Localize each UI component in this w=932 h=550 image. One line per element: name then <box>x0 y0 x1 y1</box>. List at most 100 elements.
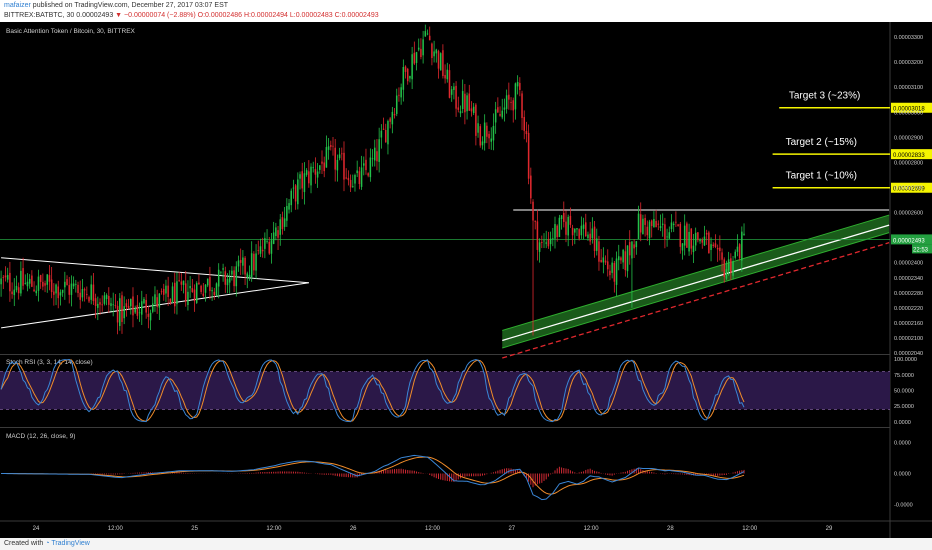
candle-body <box>356 170 358 174</box>
candle-body <box>466 95 468 112</box>
candle-body <box>103 295 106 304</box>
candle-body <box>527 132 530 179</box>
candle-body <box>404 66 407 72</box>
candle-body <box>237 260 240 267</box>
macd-line <box>1 454 745 501</box>
time-tick-label: 12:00 <box>584 526 600 532</box>
candle-body <box>171 286 174 303</box>
rsi-d-line <box>0 359 745 422</box>
candle-body <box>716 247 719 250</box>
candle-body <box>305 170 308 175</box>
candle-body <box>519 82 521 90</box>
price-change-value: −0.00000074 (−2.88%) <box>124 12 196 19</box>
candle-body <box>622 249 624 263</box>
candle-body <box>127 305 130 309</box>
candle-body <box>521 93 523 118</box>
candle-body <box>314 169 317 175</box>
author-link[interactable]: mafaizer <box>4 2 31 9</box>
candle-body <box>486 125 488 137</box>
candle-body <box>228 277 231 283</box>
publish-info: published on TradingView.com, December 2… <box>32 2 229 9</box>
candle-body <box>250 253 253 278</box>
candle-body <box>532 201 534 221</box>
candle-body <box>37 276 40 291</box>
candle-body <box>481 141 484 146</box>
target-price-label: 0.00003018 <box>893 107 925 113</box>
main-pane-title: Basic Attention Token / Bitcoin, 30, BIT… <box>6 28 136 35</box>
candle-body <box>178 280 180 282</box>
candle-body <box>191 288 194 293</box>
tradingview-link[interactable]: TradingView <box>51 540 90 547</box>
candle-body <box>606 261 609 270</box>
candle-body <box>598 241 600 262</box>
candle-body <box>398 94 400 96</box>
candle-body <box>433 51 435 57</box>
candle-body <box>501 110 504 118</box>
candle-body <box>382 128 385 130</box>
candle-body <box>149 312 152 321</box>
candle-body <box>292 187 295 189</box>
candle-body <box>114 305 117 306</box>
candle-body <box>151 303 154 312</box>
candle-body <box>308 171 310 184</box>
candle-body <box>281 217 284 230</box>
price-tick-label: 0.00002600 <box>894 211 923 217</box>
candle-body <box>727 259 730 271</box>
candle-body <box>255 253 257 271</box>
candle-body <box>589 233 591 242</box>
candle-body <box>743 233 745 235</box>
candle-body <box>617 256 620 261</box>
candle-body <box>354 175 356 184</box>
price-tick-label: 0.00003100 <box>894 85 923 91</box>
candle-body <box>261 249 264 252</box>
candle-body <box>198 282 200 285</box>
candle-body <box>136 305 139 316</box>
candle-body <box>642 218 644 235</box>
candle-body <box>653 218 655 228</box>
candle-body <box>670 222 673 230</box>
rsi-k-line <box>0 359 745 423</box>
candle-body <box>723 259 726 277</box>
candle-body <box>415 52 418 63</box>
candle-body <box>15 285 18 291</box>
candle-body <box>681 243 684 251</box>
macd-tick-label: 0.0000 <box>894 441 911 447</box>
chart-canvas[interactable]: Target 1 (~10%) 0.00002699 Target 2 (~15%)… <box>0 22 932 538</box>
candle-body <box>242 257 244 266</box>
candle-body <box>286 206 288 221</box>
candle-body <box>134 308 136 313</box>
candle-body <box>75 283 77 285</box>
candle-body <box>88 297 90 302</box>
candle-body <box>283 218 286 227</box>
candle-body <box>409 75 411 79</box>
candle-body <box>554 224 556 239</box>
candle-body <box>439 53 442 71</box>
candle-body <box>327 146 330 150</box>
candle-body <box>86 294 88 295</box>
candle-body <box>472 106 475 113</box>
candle-body <box>508 94 510 100</box>
candle-body <box>615 258 618 285</box>
candle-body <box>68 285 71 295</box>
chart-area[interactable]: Target 1 (~10%) 0.00002699 Target 2 (~15%)… <box>0 22 932 538</box>
candle-body <box>257 250 260 252</box>
candle-body <box>239 260 242 263</box>
candle-body <box>536 221 539 250</box>
candle-body <box>701 239 704 243</box>
rsi-tick-label: 25.0000 <box>894 404 914 410</box>
candle-body <box>719 247 721 252</box>
candle-body <box>35 290 38 294</box>
candle-body <box>312 167 314 169</box>
candle-body <box>672 223 675 226</box>
candle-body <box>294 185 297 202</box>
candle-body <box>145 300 147 313</box>
candle-body <box>457 107 460 110</box>
candle-body <box>363 163 365 166</box>
candle-body <box>505 95 508 109</box>
channel-midline <box>502 224 890 342</box>
candle-body <box>334 147 336 170</box>
candle-body <box>705 232 708 235</box>
last-price: 0.00002493 <box>76 12 114 19</box>
triangle-upper-line <box>1 257 309 284</box>
candle-body <box>510 102 512 103</box>
